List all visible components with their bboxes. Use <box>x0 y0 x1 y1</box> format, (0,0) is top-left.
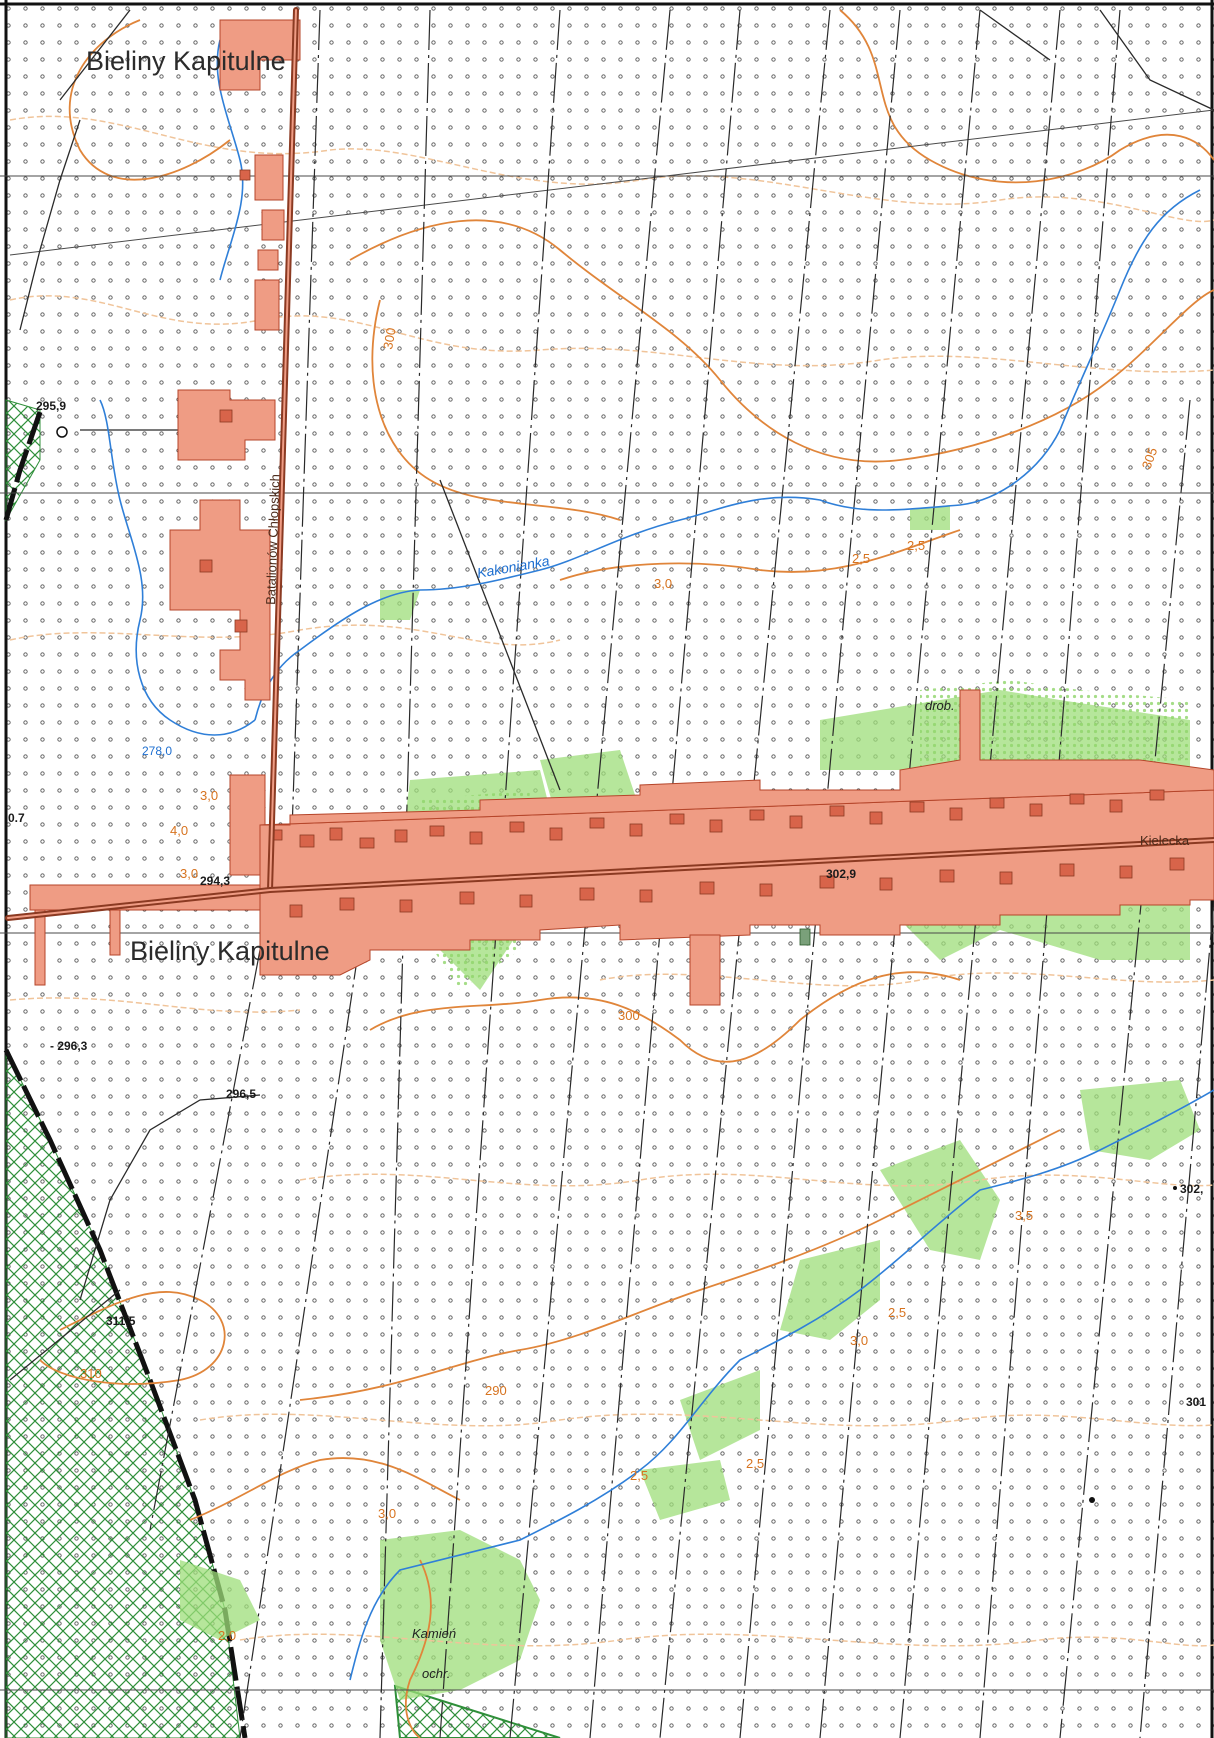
spot-height: 294,3 <box>200 874 230 888</box>
contour-label: 2,5 <box>907 538 925 553</box>
contour-label: 2,5 <box>888 1305 906 1320</box>
contour-label: 2,0 <box>218 1628 236 1643</box>
spot-height: 278,0 <box>142 744 172 758</box>
survey-point-icon <box>56 426 68 438</box>
minor-contours <box>9 115 1214 1647</box>
spot-height: 311,5 <box>106 1314 136 1328</box>
thin-paths <box>9 9 1214 1381</box>
contour-label: 290 <box>485 1383 507 1398</box>
spot-height: 295,9 <box>36 399 66 413</box>
contour-label: 300 <box>380 327 399 351</box>
river-kakonianka <box>99 39 1214 1681</box>
roads <box>5 7 1214 921</box>
contour-label: 305 <box>1139 446 1161 472</box>
place-label-top: Bieliny Kapitulne <box>86 46 286 76</box>
spot-height: 301 <box>1186 1395 1206 1409</box>
spot-height: 302,9 <box>826 867 856 881</box>
survey-point-icon <box>1089 1497 1095 1503</box>
contour-label: 2,5 <box>630 1468 648 1483</box>
contour-labels: 300 305 3,0 2,5 2,5 4,0 3,0 3,0 300 3,5 … <box>80 327 1160 1643</box>
street-label-batalionow: Batalionów Chłopskich <box>263 474 283 605</box>
contour-label: 3,0 <box>180 866 198 881</box>
major-contours <box>39 9 1214 1738</box>
spot-height: 302, <box>1180 1182 1203 1196</box>
contour-label: 3,0 <box>200 788 218 803</box>
spot-height: 0.7 <box>8 811 25 825</box>
spot-heights: 295,9 278,0 0.7 294,3 302,9 - 296,3 296,… <box>8 399 1206 1409</box>
street-label-kielecka: Kielecka <box>1140 833 1190 848</box>
label-drob: drob. <box>925 698 955 713</box>
contour-label: 3,5 <box>1015 1208 1033 1223</box>
label-ochr: ochr. <box>422 1666 450 1681</box>
contour-label: 4,0 <box>170 823 188 838</box>
field-boundaries <box>149 9 1214 1738</box>
building-footprints <box>199 169 1185 946</box>
label-kamien: Kamień <box>412 1626 456 1641</box>
contour-label: 2,5 <box>852 551 870 566</box>
spot-height: - 296,3 <box>50 1039 88 1053</box>
contour-label: 2,5 <box>746 1456 764 1471</box>
contour-label: 3,0 <box>654 576 672 591</box>
spot-height: 296,5 <box>226 1087 256 1101</box>
contour-label: 310 <box>80 1366 102 1381</box>
contour-label: 3,0 <box>850 1333 868 1348</box>
contour-label: 3,0 <box>378 1506 396 1521</box>
point-symbols <box>56 426 1177 1503</box>
contour-label: 300 <box>618 1008 640 1023</box>
survey-point-icon <box>1173 1186 1177 1190</box>
survey-grid-lines <box>0 109 1214 1691</box>
place-label-middle: Bieliny Kapitulne <box>130 936 330 966</box>
